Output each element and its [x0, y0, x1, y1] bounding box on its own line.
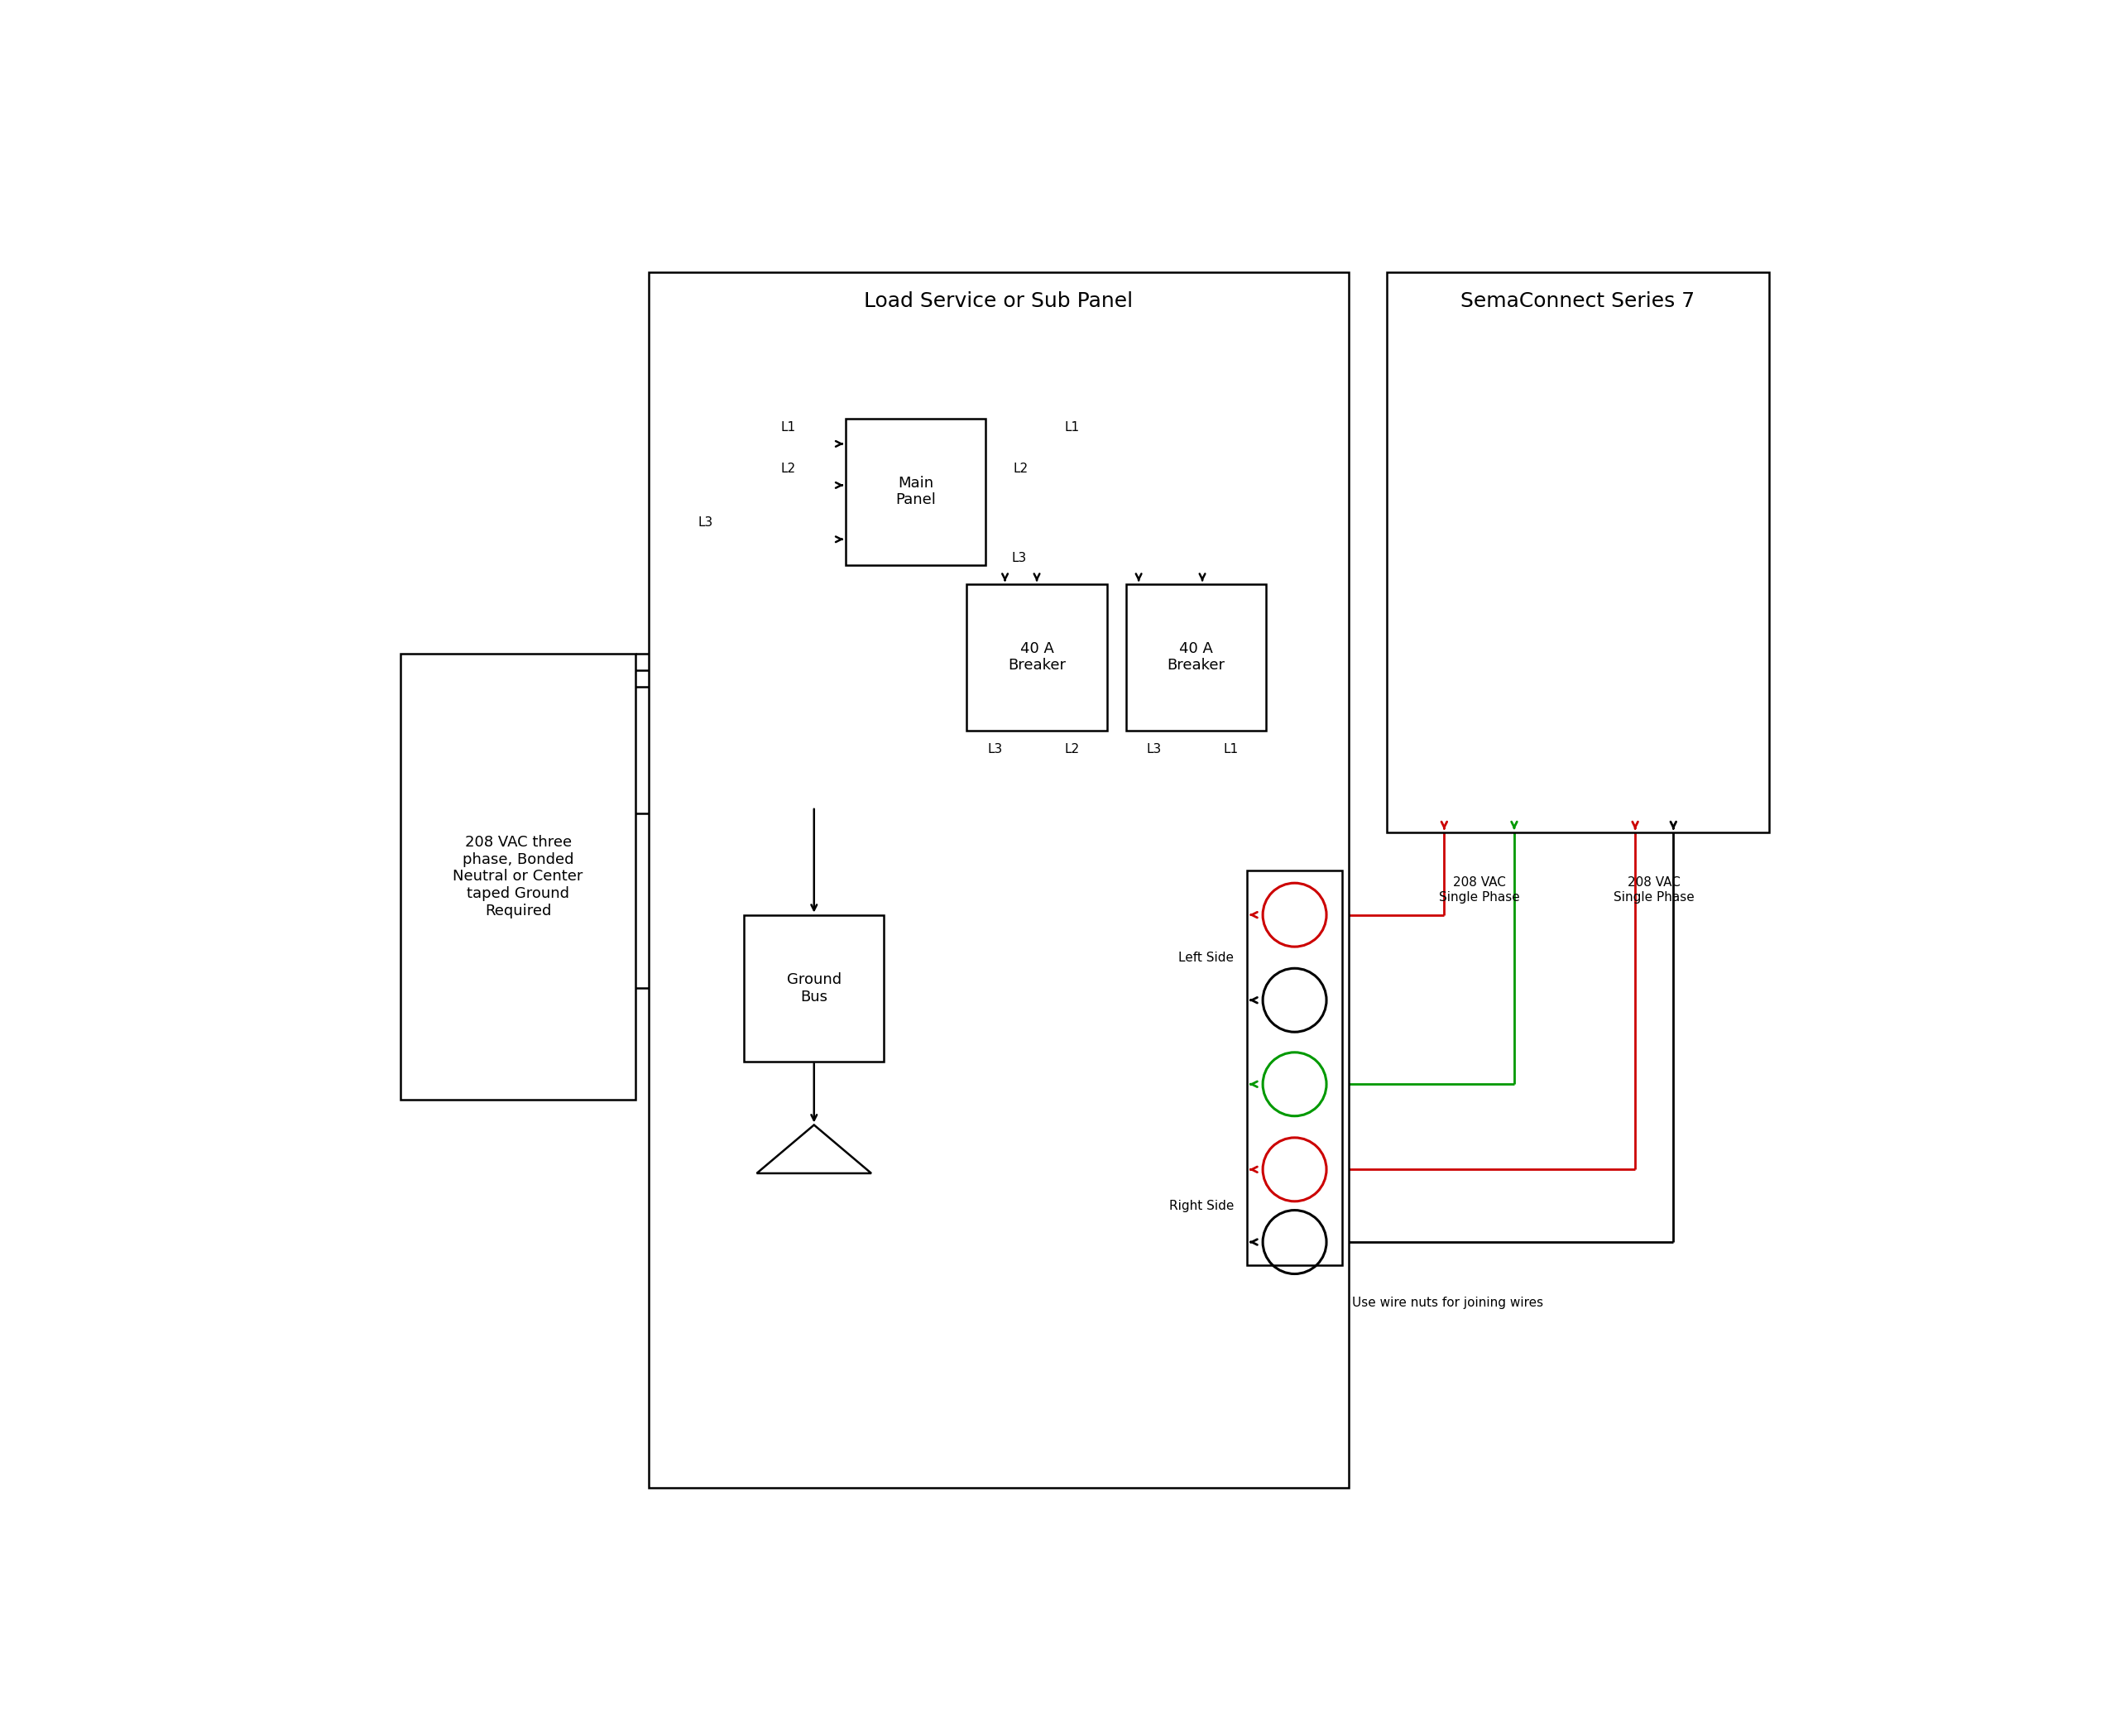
Bar: [745, 915, 884, 1061]
Text: L1: L1: [1224, 743, 1239, 755]
Bar: [1247, 870, 1342, 1266]
Text: L1: L1: [1063, 422, 1080, 434]
Text: L2: L2: [1013, 462, 1028, 476]
Bar: [401, 654, 635, 1099]
Bar: [966, 583, 1108, 731]
Text: L1: L1: [781, 422, 795, 434]
Text: L3: L3: [698, 517, 713, 529]
Text: Use wire nuts for joining wires: Use wire nuts for joining wires: [1353, 1297, 1542, 1309]
Text: L3: L3: [987, 743, 1002, 755]
Text: 208 VAC
Single Phase: 208 VAC Single Phase: [1439, 877, 1519, 903]
Text: Left Side: Left Side: [1179, 951, 1234, 963]
Text: Right Side: Right Side: [1169, 1200, 1234, 1212]
Text: L2: L2: [1063, 743, 1078, 755]
Bar: [1386, 273, 1768, 832]
Text: 40 A
Breaker: 40 A Breaker: [1167, 641, 1226, 674]
Text: L3: L3: [1011, 552, 1025, 564]
Bar: [846, 418, 985, 564]
Text: Ground
Bus: Ground Bus: [787, 972, 842, 1003]
Text: 40 A
Breaker: 40 A Breaker: [1009, 641, 1066, 674]
Text: 208 VAC three
phase, Bonded
Neutral or Center
taped Ground
Required: 208 VAC three phase, Bonded Neutral or C…: [454, 835, 582, 918]
Bar: [648, 273, 1348, 1488]
Text: Main
Panel: Main Panel: [895, 476, 937, 507]
Text: SemaConnect Series 7: SemaConnect Series 7: [1460, 292, 1694, 311]
Text: L3: L3: [1146, 743, 1163, 755]
Text: Load Service or Sub Panel: Load Service or Sub Panel: [865, 292, 1133, 311]
Text: L2: L2: [781, 462, 795, 476]
Bar: [1127, 583, 1266, 731]
Text: 208 VAC
Single Phase: 208 VAC Single Phase: [1614, 877, 1694, 903]
